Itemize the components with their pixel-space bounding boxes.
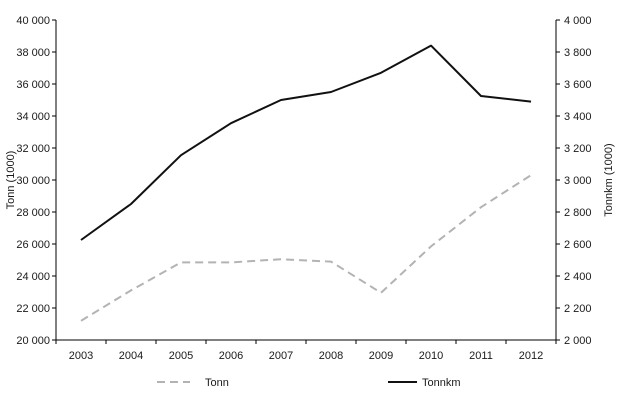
left-y-tick-label: 34 000 <box>16 111 50 123</box>
legend: Tonn Tonnkm <box>157 377 461 389</box>
x-tick-label: 2010 <box>419 350 443 362</box>
left-y-tick-label: 36 000 <box>16 79 50 91</box>
x-tick-labels: 2003 2004 2005 2006 2007 2008 2009 2010 2011 2012 <box>55 340 557 362</box>
right-y-tick-labels: 2 000 2 200 2 400 2 600 2 800 3 000 3 200 3 400… <box>556 15 592 347</box>
right-y-tick-label: 4 000 <box>564 15 592 27</box>
left-y-tick-labels: 20 000 22 000 24 000 26 000 28 000 30 000 32 0… <box>16 15 56 347</box>
right-y-tick-label: 2 800 <box>564 207 592 219</box>
legend-label-tonn: Tonn <box>205 377 229 389</box>
left-y-tick-label: 22 000 <box>16 303 50 315</box>
x-tick-label: 2005 <box>169 350 193 362</box>
left-y-tick-label: 20 000 <box>16 335 50 347</box>
series-lines <box>80 44 532 322</box>
right-y-tick-label: 3 600 <box>564 79 592 91</box>
right-y-tick-label: 3 200 <box>564 143 592 155</box>
left-y-axis-label: Tonn (1000) <box>5 151 17 210</box>
axes <box>55 20 557 341</box>
right-y-axis-label: Tonnkm (1000) <box>603 143 615 216</box>
series-line-tonnkm <box>80 44 532 241</box>
left-y-tick-label: 40 000 <box>16 15 50 27</box>
right-y-tick-label: 3 800 <box>564 47 592 59</box>
left-y-tick-label: 30 000 <box>16 175 50 187</box>
left-y-tick-label: 32 000 <box>16 143 50 155</box>
right-y-tick-label: 2 400 <box>564 271 592 283</box>
x-tick-label: 2012 <box>519 350 543 362</box>
x-tick-label: 2009 <box>369 350 393 362</box>
left-y-tick-label: 24 000 <box>16 271 50 283</box>
right-y-tick-label: 3 000 <box>564 175 592 187</box>
x-tick-label: 2004 <box>119 350 143 362</box>
x-tick-label: 2006 <box>219 350 243 362</box>
x-tick-label: 2008 <box>319 350 343 362</box>
left-y-tick-label: 26 000 <box>16 239 50 251</box>
left-y-tick-label: 28 000 <box>16 207 50 219</box>
series-line-tonn <box>80 174 532 322</box>
x-tick-label: 2011 <box>469 350 493 362</box>
left-y-tick-label: 38 000 <box>16 47 50 59</box>
x-tick-label: 2007 <box>269 350 293 362</box>
legend-label-tonnkm: Tonnkm <box>422 377 461 389</box>
right-y-tick-label: 2 200 <box>564 303 592 315</box>
right-y-tick-label: 2 000 <box>564 335 592 347</box>
right-y-tick-label: 2 600 <box>564 239 592 251</box>
right-y-tick-label: 3 400 <box>564 111 592 123</box>
x-tick-label: 2003 <box>69 350 93 362</box>
